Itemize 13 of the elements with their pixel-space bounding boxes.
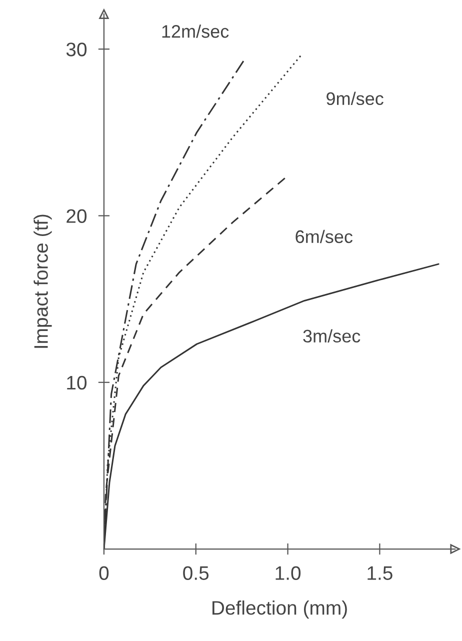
series-label: 12m/sec bbox=[162, 24, 229, 38]
y-tick-label: 10 bbox=[67, 376, 87, 390]
y-tick-label: 30 bbox=[66, 42, 87, 56]
x-tick-label: 0 bbox=[99, 566, 109, 580]
x-tick-label: 1.5 bbox=[368, 566, 392, 580]
x-tick-label: 1.0 bbox=[276, 566, 301, 580]
series-label: 3m/sec bbox=[303, 329, 360, 343]
text: 9m/sec bbox=[326, 92, 384, 106]
y-tick-label: 20 bbox=[66, 209, 87, 223]
x-axis-title: Deflection (mm) bbox=[212, 600, 347, 619]
x-tick-label: 0.5 bbox=[183, 566, 209, 580]
y-axis-title: Impact force (tf) bbox=[34, 214, 52, 348]
text: 6m/sec bbox=[296, 230, 353, 244]
